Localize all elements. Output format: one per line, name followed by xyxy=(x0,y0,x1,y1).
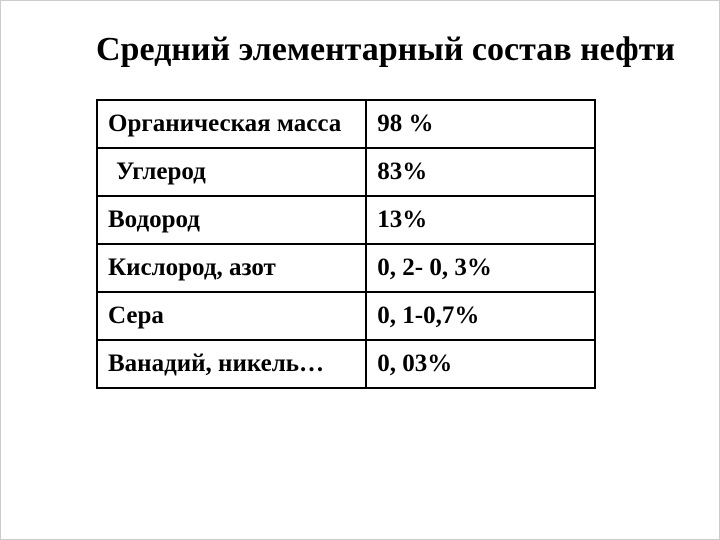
table-cell-label: Ванадий, никель… xyxy=(97,340,366,388)
table-cell-value: 98 % xyxy=(366,100,595,148)
table-row: Углерод 83% xyxy=(97,148,595,196)
table-cell-value: 0, 1-0,7% xyxy=(366,292,595,340)
table-cell-label: Органическая масса xyxy=(97,100,366,148)
slide-title: Средний элементарный состав нефти xyxy=(96,31,719,69)
composition-table: Органическая масса 98 % Углерод 83% Водо… xyxy=(96,99,596,389)
table-cell-label: Углерод xyxy=(97,148,366,196)
slide-container: Средний элементарный состав нефти Органи… xyxy=(0,0,720,540)
table-cell-value: 13% xyxy=(366,196,595,244)
table-body: Органическая масса 98 % Углерод 83% Водо… xyxy=(97,100,595,388)
table-row: Водород 13% xyxy=(97,196,595,244)
table-cell-value: 83% xyxy=(366,148,595,196)
table-row: Ванадий, никель… 0, 03% xyxy=(97,340,595,388)
table-cell-value: 0, 03% xyxy=(366,340,595,388)
table-row: Органическая масса 98 % xyxy=(97,100,595,148)
table-cell-label: Сера xyxy=(97,292,366,340)
table-cell-label: Кислород, азот xyxy=(97,244,366,292)
table-row: Кислород, азот 0, 2- 0, 3% xyxy=(97,244,595,292)
table-cell-value: 0, 2- 0, 3% xyxy=(366,244,595,292)
table-row: Сера 0, 1-0,7% xyxy=(97,292,595,340)
table-cell-label: Водород xyxy=(97,196,366,244)
